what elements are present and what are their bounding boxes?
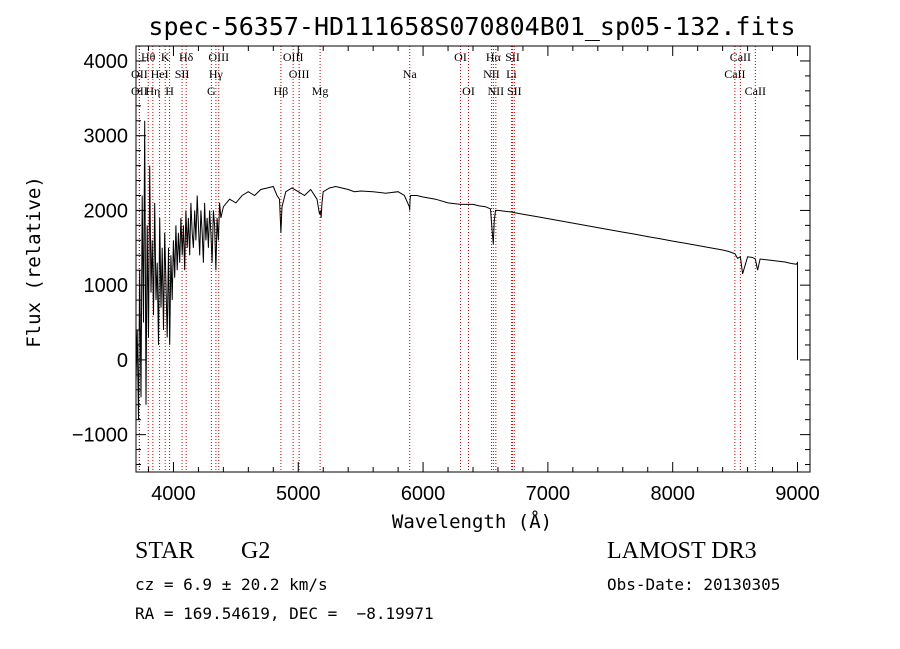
coordinates: RA = 169.54619, DEC = −8.19971 [135, 604, 434, 623]
x-axis: 4000 5000 6000 7000 8000 9000 [147, 46, 820, 505]
line-label-10: HeI [151, 67, 169, 81]
redshift-value: cz = 6.9 ± 20.2 km/s [135, 575, 328, 594]
line-label-16: Li [506, 67, 517, 81]
line-label-13: OIII [289, 67, 310, 81]
line-label-14: Na [403, 67, 418, 81]
y-tick-label: 3000 [84, 126, 129, 148]
line-label-5: OI [454, 50, 467, 64]
y-tick-label: 2000 [84, 200, 129, 222]
line-label-23: Mg [312, 84, 329, 98]
line-label-6: Hα [486, 50, 502, 64]
y-tick-label: 1000 [84, 275, 129, 297]
line-label-7: SII [505, 50, 520, 64]
line-label-25: NII [488, 84, 505, 98]
line-label-1: K [161, 50, 170, 64]
x-tick-label: 7000 [526, 483, 571, 505]
line-label-17: CaII [724, 67, 745, 81]
x-tick-label: 5000 [276, 483, 321, 505]
line-marker-group [138, 46, 756, 472]
flux-series-line [135, 120, 798, 420]
y-tick-label: −1000 [72, 425, 128, 447]
chart-title: spec-56357-HD111658S070804B01_sp05-132.f… [148, 12, 795, 41]
line-label-27: CaII [745, 84, 766, 98]
line-label-20: H [165, 84, 174, 98]
y-axis: −1000 0 1000 2000 3000 4000 [72, 45, 810, 466]
line-label-12: Hγ [209, 67, 224, 81]
x-tick-label: 8000 [650, 483, 695, 505]
line-label-22: Hβ [274, 84, 289, 98]
object-type: STAR [135, 538, 195, 564]
y-tick-label: 0 [117, 350, 128, 372]
line-label-24: OI [462, 84, 475, 98]
line-label-15: NII [483, 67, 500, 81]
line-label-8: CaII [730, 50, 751, 64]
line-label-26: SII [507, 84, 522, 98]
line-label-19: Hη [145, 84, 160, 98]
plot-frame [135, 45, 811, 473]
line-label-0: Hθ [141, 50, 156, 64]
line-label-11: SII [175, 67, 190, 81]
survey-name: LAMOST DR3 [607, 538, 757, 564]
x-tick-label: 6000 [401, 483, 446, 505]
line-label-4: OIII [283, 50, 304, 64]
x-axis-label: Wavelength (Å) [392, 510, 552, 533]
line-label-2: Hδ [179, 50, 194, 64]
y-tick-label: 4000 [84, 51, 129, 73]
y-axis-label: Flux (relative) [23, 176, 45, 348]
observation-date: Obs-Date: 20130305 [607, 575, 781, 594]
x-tick-label: 4000 [151, 483, 196, 505]
spectral-subclass: G2 [241, 538, 271, 564]
x-tick-label: 9000 [775, 483, 820, 505]
line-label-9: OII [131, 67, 148, 81]
line-label-21: G [207, 84, 216, 98]
line-label-3: OIII [208, 50, 229, 64]
